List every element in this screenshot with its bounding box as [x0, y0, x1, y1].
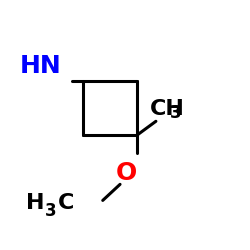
Text: HN: HN [20, 54, 62, 78]
Text: CH: CH [150, 99, 184, 119]
Text: 3: 3 [170, 104, 181, 122]
Text: O: O [116, 161, 137, 185]
Text: C: C [58, 193, 74, 213]
Text: H: H [26, 193, 45, 213]
Text: 3: 3 [45, 202, 56, 220]
